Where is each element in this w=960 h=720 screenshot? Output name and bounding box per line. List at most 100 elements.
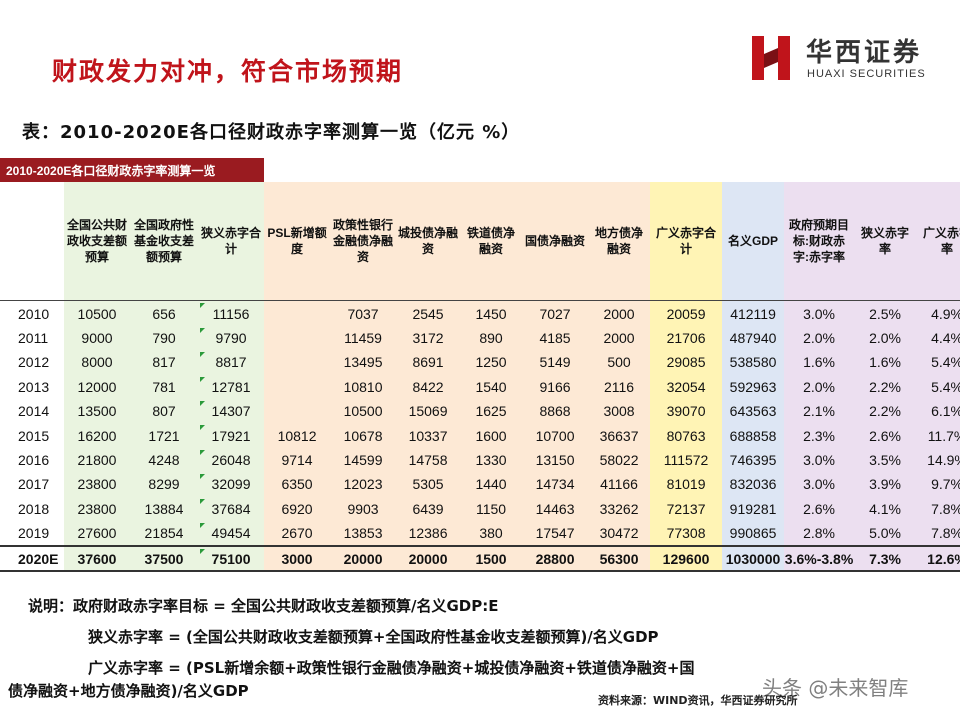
header-policy-bank: 政策性银行金融债净融资 <box>330 182 397 302</box>
row-year-cell: 2020E <box>0 545 64 573</box>
table-banner: 2010-2020E各口径财政赤字率测算一览 <box>0 158 265 183</box>
company-logo: 华西证券 HUAXI SECURITIES <box>748 30 948 90</box>
table-cell: 990865 <box>722 520 785 547</box>
table-title: 表：2010-2020E各口径财政赤字率测算一览（亿元 %） <box>22 122 521 143</box>
table-cell: 7027 <box>522 300 589 326</box>
table-cell: 32054 <box>650 374 723 399</box>
table-cell: 3008 <box>588 398 651 424</box>
table-row: 2011 9000 790 9790 11459 3172 890 4185 2000 21706… <box>0 325 960 351</box>
table-cell: 11156 <box>198 300 265 326</box>
header-local-bond: 地方债净融资 <box>588 182 651 302</box>
header-broad-deficit: 广义赤字合计 <box>650 182 723 302</box>
table-cell: 4.9% <box>916 300 960 326</box>
table-cell: 13495 <box>330 350 397 375</box>
table-cell: 2670 <box>264 520 331 547</box>
table-cell: 919281 <box>722 496 785 521</box>
table-cell: 28800 <box>522 545 589 573</box>
table-cell: 29085 <box>650 350 723 375</box>
table-cell: 12.6% <box>916 545 960 573</box>
row-year-cell: 2018 <box>0 496 64 521</box>
table-cell: 3.0% <box>784 300 855 326</box>
table-cell: 49454 <box>198 520 265 547</box>
table-cell: 1.6% <box>784 350 855 375</box>
table-cell: 538580 <box>722 350 785 375</box>
table-cell: 17547 <box>522 520 589 547</box>
table-cell: 37684 <box>198 496 265 521</box>
table-cell: 1030000 <box>722 545 785 573</box>
table-cell: 5.4% <box>916 374 960 399</box>
table-cell: 6920 <box>264 496 331 521</box>
header-row: 全国公共财政收支差额预算 全国政府性基金收支差额预算 狭义赤字合计 PSL新增额… <box>0 182 960 302</box>
table-cell: 111572 <box>650 447 723 473</box>
table-cell: 832036 <box>722 472 785 497</box>
table-cell: 10810 <box>330 374 397 399</box>
table-cell: 36637 <box>588 423 651 448</box>
table-cell: 2.1% <box>784 398 855 424</box>
header-lgfv-bond: 城投债净融资 <box>396 182 461 302</box>
table-cell: 12386 <box>396 520 461 547</box>
watermark: 头条 @未来智库 <box>762 676 909 700</box>
table-cell: 2.6% <box>854 423 917 448</box>
table-cell: 10500 <box>330 398 397 424</box>
table-cell <box>264 398 331 424</box>
table-cell: 1.6% <box>854 350 917 375</box>
table-cell: 7.8% <box>916 496 960 521</box>
table-cell: 9714 <box>264 447 331 473</box>
table-cell: 8817 <box>198 350 265 375</box>
row-year-cell: 2019 <box>0 520 64 547</box>
header-public-finance: 全国公共财政收支差额预算 <box>64 182 130 302</box>
row-year-cell: 2012 <box>0 350 64 375</box>
table-cell: 781 <box>130 374 198 399</box>
table-row: 2016 21800 4248 26048 9714 14599 14758 1330 1315… <box>0 447 960 473</box>
table-cell: 10812 <box>264 423 331 448</box>
table-cell: 890 <box>460 325 523 351</box>
table-cell: 1625 <box>460 398 523 424</box>
table-cell: 27600 <box>64 520 130 547</box>
logo-name-cn: 华西证券 <box>806 38 923 68</box>
table-cell: 39070 <box>650 398 723 424</box>
table-cell: 7.3% <box>854 545 917 573</box>
row-year-cell: 2013 <box>0 374 64 399</box>
table-cell: 4.4% <box>916 325 960 351</box>
table-cell: 58022 <box>588 447 651 473</box>
table-cell <box>264 300 331 326</box>
table-cell: 6.1% <box>916 398 960 424</box>
table-cell: 2.3% <box>784 423 855 448</box>
table-cell: 80763 <box>650 423 723 448</box>
header-broad-ratio: 广义赤字率 <box>916 182 960 302</box>
row-year-cell: 2014 <box>0 398 64 424</box>
header-narrow-ratio: 狭义赤字率 <box>854 182 917 302</box>
table-cell: 2.0% <box>854 325 917 351</box>
table-cell: 12000 <box>64 374 130 399</box>
table-cell: 21854 <box>130 520 198 547</box>
table-cell: 4185 <box>522 325 589 351</box>
table-cell: 20000 <box>330 545 397 573</box>
table-cell: 9790 <box>198 325 265 351</box>
table-cell: 3172 <box>396 325 461 351</box>
table-cell: 2.2% <box>854 398 917 424</box>
table-cell: 746395 <box>722 447 785 473</box>
table-cell: 807 <box>130 398 198 424</box>
table-cell: 1250 <box>460 350 523 375</box>
table-cell: 1450 <box>460 300 523 326</box>
table-cell: 8422 <box>396 374 461 399</box>
table-cell: 1600 <box>460 423 523 448</box>
table-cell: 23800 <box>64 496 130 521</box>
table-cell: 33262 <box>588 496 651 521</box>
header-year <box>0 182 64 302</box>
table-cell: 13884 <box>130 496 198 521</box>
table-cell: 21800 <box>64 447 130 473</box>
table-cell: 13853 <box>330 520 397 547</box>
table-cell: 10337 <box>396 423 461 448</box>
table-cell: 2.2% <box>854 374 917 399</box>
logo-name-en: HUAXI SECURITIES <box>807 68 926 80</box>
table-cell: 23800 <box>64 472 130 497</box>
table-cell: 11459 <box>330 325 397 351</box>
table-cell: 2.0% <box>784 325 855 351</box>
table-cell: 56300 <box>588 545 651 573</box>
table-cell: 487940 <box>722 325 785 351</box>
deficit-table: 2010-2020E各口径财政赤字率测算一览 全国公共财政收支差额预算 全国政府… <box>0 158 960 573</box>
table-cell: 7037 <box>330 300 397 326</box>
note-narrow-ratio: 狭义赤字率 = (全国公共财政收支差额预算+全国政府性基金收支差额预算)/名义G… <box>88 628 659 646</box>
row-year-cell: 2010 <box>0 300 64 326</box>
